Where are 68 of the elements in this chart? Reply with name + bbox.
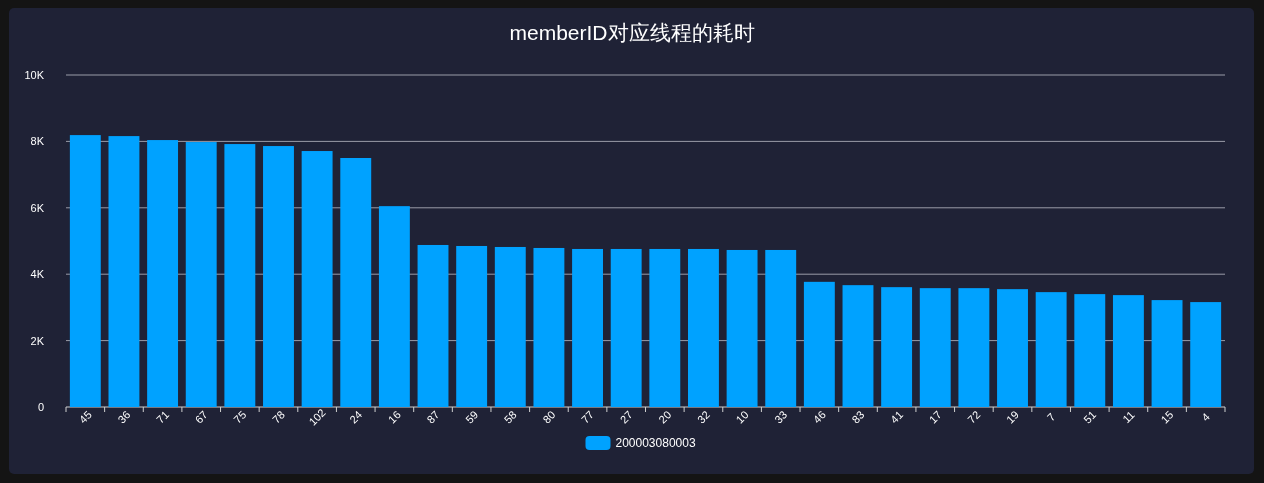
bar — [1074, 294, 1106, 407]
bar — [610, 248, 642, 407]
x-tick-label: 32 — [694, 408, 713, 426]
x-tick-label: 19 — [1003, 408, 1022, 426]
x-tick-label: 78 — [269, 408, 288, 426]
x-tick-label: 41 — [888, 408, 906, 426]
bar — [301, 151, 333, 407]
bar — [147, 140, 179, 407]
bar — [726, 249, 758, 407]
x-tick-label: 20 — [656, 408, 674, 426]
x-tick-label: 71 — [154, 408, 172, 426]
bar — [842, 285, 874, 407]
bar — [263, 146, 294, 407]
bar — [765, 249, 797, 407]
x-tick-label: 10 — [733, 408, 751, 426]
x-tick-label: 45 — [76, 408, 94, 426]
bar — [1151, 300, 1183, 407]
legend-label: 200003080003 — [615, 436, 696, 450]
x-tick-label: 77 — [578, 408, 597, 426]
x-tick-label: 58 — [501, 408, 519, 426]
y-tick-label: 0 — [37, 401, 44, 413]
bar — [456, 245, 488, 407]
bar — [1190, 302, 1222, 407]
x-tick-label: 15 — [1158, 408, 1176, 426]
bar — [688, 248, 719, 407]
x-tick-label: 17 — [926, 408, 944, 426]
bar — [572, 248, 603, 407]
x-tick-label: 7 — [1044, 410, 1058, 424]
x-tick-label: 36 — [115, 408, 133, 426]
x-tick-label: 33 — [772, 408, 790, 426]
y-tick-label: 6K — [30, 201, 45, 214]
bar — [417, 244, 449, 407]
x-tick-label: 59 — [463, 408, 481, 426]
x-tick-label: 27 — [617, 408, 635, 426]
x-tick-label: 51 — [1081, 408, 1099, 426]
x-tick-label: 46 — [810, 408, 828, 426]
bar — [494, 246, 526, 407]
x-tick-label: 67 — [192, 408, 210, 426]
y-tick-label: 2K — [30, 334, 45, 347]
y-tick-label: 8K — [30, 135, 45, 148]
bar — [224, 144, 256, 407]
x-tick-label: 87 — [424, 408, 442, 426]
x-tick-label: 11 — [1120, 408, 1137, 426]
bar — [881, 287, 913, 407]
bar — [997, 289, 1028, 407]
x-tick-label: 24 — [347, 408, 365, 426]
bar — [378, 206, 410, 407]
chart-title: memberID对应线程的耗时 — [509, 21, 755, 44]
bar — [185, 142, 217, 407]
bar — [919, 288, 951, 407]
y-tick-label: 10K — [24, 69, 45, 81]
x-tick-label: 4 — [1199, 410, 1213, 424]
x-tick-label: 16 — [385, 408, 403, 426]
bar — [1035, 292, 1067, 407]
bar — [1112, 295, 1144, 407]
bar — [958, 288, 990, 407]
x-tick-label: 80 — [540, 408, 558, 426]
bar — [69, 135, 101, 407]
bar — [803, 281, 835, 407]
x-tick-label: 75 — [231, 408, 249, 426]
y-tick-label: 4K — [30, 268, 45, 281]
x-tick-label: 72 — [965, 408, 983, 426]
x-tick-label: 102 — [306, 406, 328, 428]
x-tick-label: 83 — [849, 408, 867, 426]
bar — [108, 136, 140, 407]
bar — [340, 158, 372, 407]
bar — [533, 247, 565, 407]
bar — [649, 248, 681, 407]
